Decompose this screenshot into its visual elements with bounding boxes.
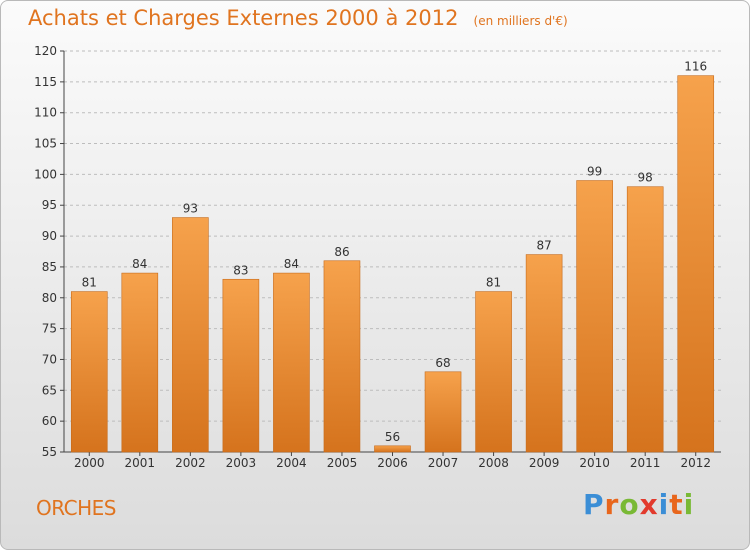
bar-value-label: 81 bbox=[486, 276, 501, 290]
bar-value-label: 84 bbox=[132, 257, 147, 271]
bar-value-label: 84 bbox=[284, 257, 299, 271]
proxiti-logo[interactable]: Proxiti bbox=[583, 488, 694, 521]
chart-title: Achats et Charges Externes 2000 à 2012 (… bbox=[28, 6, 568, 30]
x-tick-label: 2011 bbox=[630, 456, 661, 470]
logo-letter: x bbox=[639, 488, 659, 521]
logo-letter: r bbox=[604, 488, 620, 521]
x-tick-label: 2005 bbox=[327, 456, 358, 470]
x-tick-label: 2006 bbox=[377, 456, 408, 470]
logo-letter: t bbox=[669, 488, 684, 521]
chart-title-main: Achats et Charges Externes 2000 à 2012 bbox=[28, 6, 459, 30]
x-tick-label: 2008 bbox=[478, 456, 509, 470]
bar bbox=[121, 272, 159, 453]
x-tick-label: 2002 bbox=[175, 456, 206, 470]
bar-value-label: 87 bbox=[536, 239, 551, 253]
bar-value-label: 68 bbox=[435, 356, 450, 370]
commune-name: ORCHES bbox=[36, 496, 116, 520]
logo-letter: i bbox=[658, 488, 670, 521]
x-tick-label: 2010 bbox=[579, 456, 610, 470]
y-tick-label: 85 bbox=[42, 260, 57, 274]
y-tick-label: 75 bbox=[42, 322, 57, 336]
x-tick-label: 2003 bbox=[226, 456, 257, 470]
bar bbox=[424, 371, 462, 453]
bar bbox=[475, 291, 512, 453]
x-tick-label: 2012 bbox=[680, 456, 711, 470]
bar-value-label: 98 bbox=[638, 171, 653, 185]
y-tick-label: 115 bbox=[34, 75, 57, 89]
bar bbox=[677, 75, 715, 453]
bar bbox=[273, 272, 310, 453]
bar-value-label: 86 bbox=[334, 245, 349, 259]
x-tick-label: 2004 bbox=[276, 456, 307, 470]
y-tick-label: 95 bbox=[42, 198, 57, 212]
y-tick-label: 110 bbox=[34, 106, 57, 120]
bar bbox=[222, 278, 260, 453]
x-tick-label: 2009 bbox=[529, 456, 560, 470]
y-tick-label: 70 bbox=[42, 352, 57, 366]
y-tick-label: 100 bbox=[34, 167, 57, 181]
bar bbox=[172, 217, 209, 453]
bar-value-label: 99 bbox=[587, 165, 602, 179]
bar-value-label: 116 bbox=[684, 60, 707, 74]
chart-title-unit: (en milliers d'€) bbox=[473, 14, 568, 28]
bar bbox=[525, 254, 563, 453]
y-tick-label: 65 bbox=[42, 383, 57, 397]
x-tick-label: 2001 bbox=[125, 456, 156, 470]
y-tick-label: 120 bbox=[34, 44, 57, 58]
bar-value-label: 83 bbox=[233, 263, 248, 277]
y-tick-label: 90 bbox=[42, 229, 57, 243]
bar bbox=[374, 445, 411, 453]
logo-letter: o bbox=[619, 488, 640, 521]
bar-value-label: 81 bbox=[82, 276, 97, 290]
x-tick-label: 2000 bbox=[74, 456, 105, 470]
bar bbox=[70, 291, 108, 453]
y-tick-label: 80 bbox=[42, 291, 57, 305]
y-tick-label: 105 bbox=[34, 137, 57, 151]
y-tick-label: 60 bbox=[42, 414, 57, 428]
bar-value-label: 56 bbox=[385, 430, 400, 444]
bar bbox=[576, 180, 613, 453]
x-tick-label: 2007 bbox=[428, 456, 459, 470]
bar bbox=[323, 260, 361, 453]
logo-letter: P bbox=[583, 488, 605, 521]
bar-value-label: 93 bbox=[183, 202, 198, 216]
bar bbox=[626, 186, 664, 453]
y-tick-label: 55 bbox=[42, 445, 57, 459]
logo-letter: i bbox=[683, 488, 695, 521]
